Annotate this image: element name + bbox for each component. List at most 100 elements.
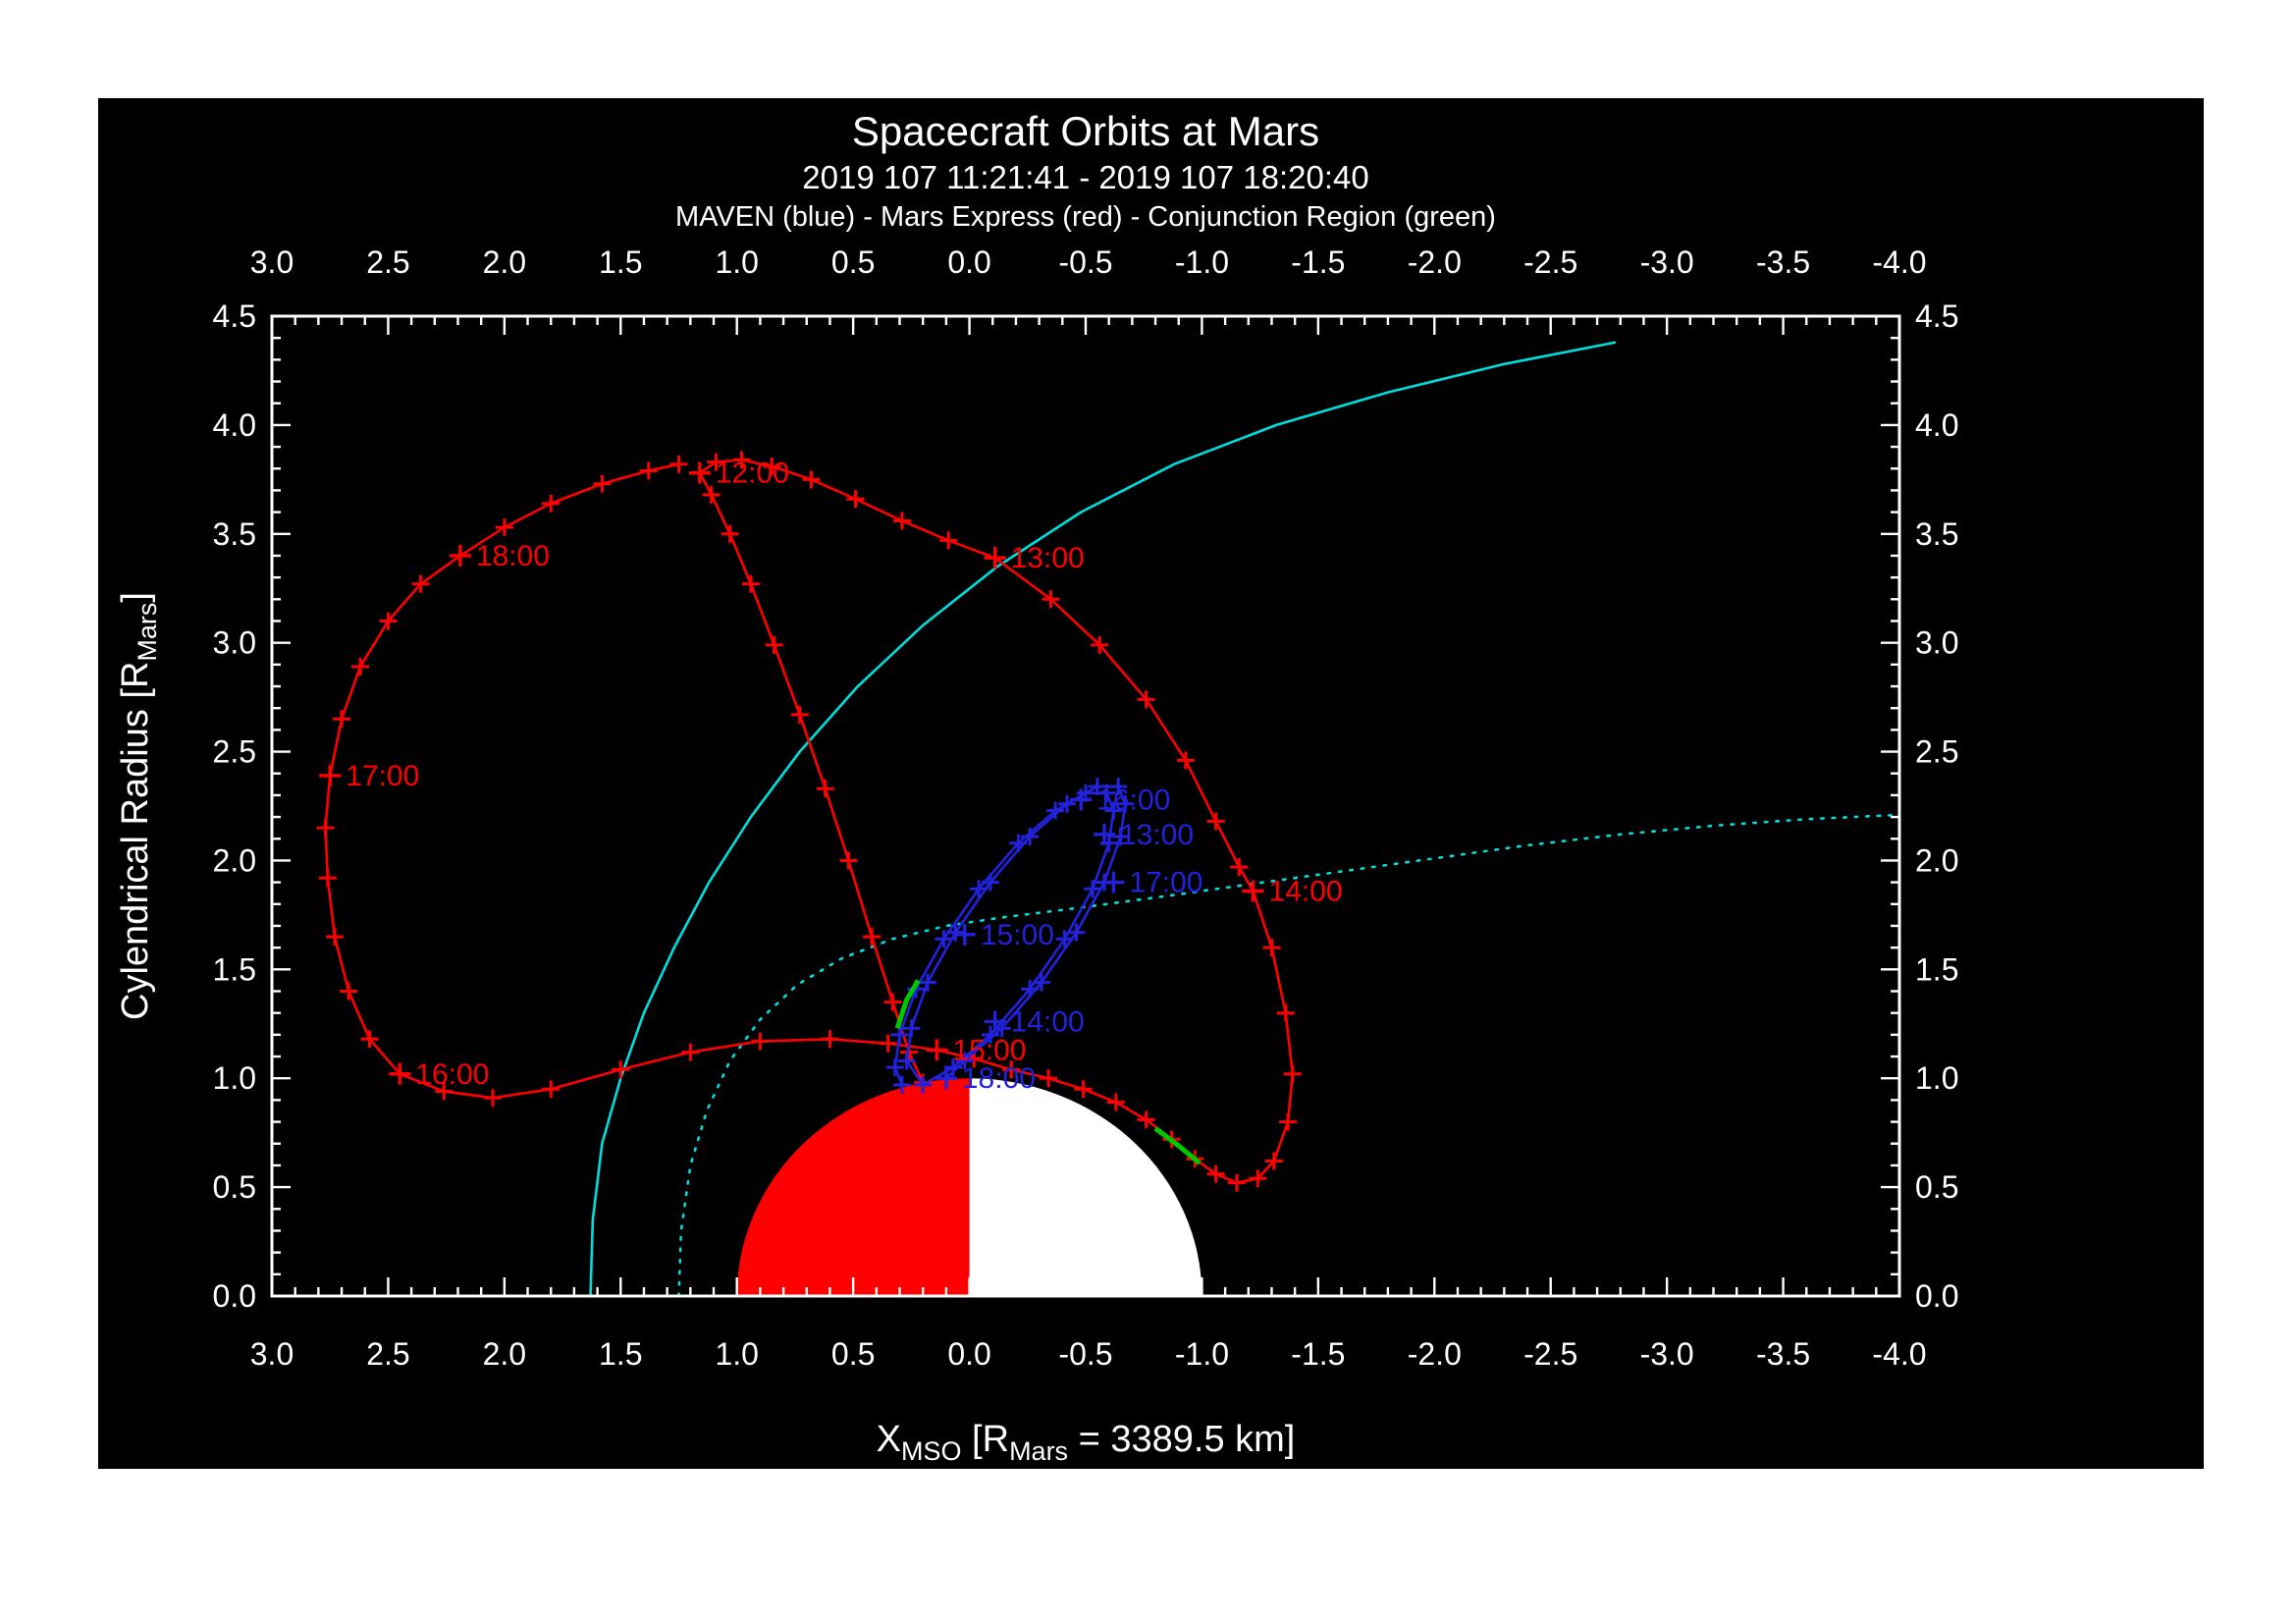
y-tick-label-right: 1.5: [1915, 951, 1958, 987]
mars-express-orbit-marker: [325, 928, 344, 947]
y-axis-label-post: ]: [115, 592, 156, 603]
maven-orbit-time-label: 14:00: [1011, 1006, 1085, 1039]
y-tick-label-left: 0.0: [213, 1278, 256, 1314]
mars-express-orbit-time-label: 13:00: [1011, 542, 1085, 574]
mars-express-orbit-time-label: 18:00: [476, 540, 550, 572]
y-tick-label-left: 3.0: [213, 625, 256, 661]
mars-express-orbit-time-label: 15:00: [952, 1034, 1026, 1066]
x-tick-label-bottom: 0.0: [947, 1336, 990, 1372]
y-tick-label-right: 4.5: [1915, 298, 1958, 334]
mars-express-orbit-marker: [379, 612, 398, 630]
mars-express-orbit-marker: [542, 494, 561, 513]
time-labels-layer: 12:0013:0014:0015:0016:0017:0018:0013:00…: [319, 458, 1343, 1095]
maven-orbit-time-label: 15:00: [981, 919, 1054, 951]
maven-orbit-marker: [1046, 801, 1065, 820]
maven-orbit-marker: [1116, 794, 1135, 813]
mars-express-orbit-marker: [681, 1043, 700, 1061]
x-tick-label-top: 2.0: [483, 244, 526, 280]
mars-express-orbit-marker: [702, 485, 721, 504]
mars-express-orbit-marker: [593, 474, 612, 493]
y-tick-label-left: 1.0: [213, 1060, 256, 1096]
mars-express-orbit-marker: [1091, 635, 1109, 654]
mars-express-orbit-marker: [318, 869, 337, 888]
x-tick-label-bottom: 2.5: [366, 1336, 409, 1372]
mars-express-orbit-marker: [411, 574, 430, 593]
x-tick-label-bottom: 0.5: [831, 1336, 875, 1372]
maven-orbit-marker: [1104, 801, 1123, 820]
y-tick-label-right: 3.5: [1915, 516, 1958, 552]
y-tick-label-left: 3.5: [213, 516, 256, 552]
x-tick-label-bottom: -3.0: [1640, 1336, 1694, 1372]
maven-orbit-time-label: 18:00: [962, 1062, 1036, 1095]
mars-express-orbit-marker: [839, 851, 858, 870]
mars-express-orbit-time-marker: [926, 1039, 948, 1061]
mars-express-orbit-marker: [333, 710, 351, 729]
maven-orbit-marker: [902, 1019, 921, 1038]
y-tick-label-right: 3.0: [1915, 625, 1958, 661]
mars-express-orbit-marker: [1206, 1164, 1225, 1183]
y-tick-label-left: 2.0: [213, 842, 256, 878]
mars-express-orbit-marker: [1040, 1069, 1058, 1088]
mars-express-orbit-marker: [939, 531, 958, 550]
mars-express-orbit-marker: [1283, 1064, 1302, 1083]
y-tick-label-left: 0.5: [213, 1169, 256, 1205]
mars-express-orbit-marker: [1276, 1003, 1295, 1022]
mars-express-orbit-marker: [883, 993, 902, 1011]
mars-express-orbit-marker: [1106, 1093, 1125, 1111]
chart-subtitle: 2019 107 11:21:41 - 2019 107 18:20:40: [802, 159, 1368, 195]
axes-layer: -4.0 -4.0 -3.5 -3.5 -3.0 -3.0 -2.5 -2.5 -2.0 -2.0…: [213, 244, 1959, 1372]
maven-orbit-time-label: 13:00: [1120, 819, 1194, 851]
mars-express-orbit-marker: [821, 1030, 839, 1049]
x-tick-label-top: 0.5: [831, 244, 875, 280]
mars-express-orbit-marker: [612, 1060, 630, 1079]
maven-orbit-marker: [934, 930, 953, 948]
mars-express-orbit-marker: [863, 928, 881, 947]
y-tick-label-left: 4.0: [213, 407, 256, 443]
maven-orbit-marker: [1058, 794, 1077, 813]
x-tick-label-bottom: -0.5: [1058, 1336, 1112, 1372]
x-axis-label-pre: X: [877, 1419, 901, 1460]
mars-express-orbit-marker: [765, 635, 783, 654]
mars-express-orbit-marker: [721, 524, 739, 543]
x-tick-label-bottom: -3.5: [1756, 1336, 1810, 1372]
chart-legend-line: MAVEN (blue) - Mars Express (red) - Conj…: [675, 201, 1496, 233]
x-tick-label-top: -3.5: [1756, 244, 1810, 280]
maven-orbit-marker: [1084, 880, 1102, 898]
mars-express-orbit-time-marker: [1242, 880, 1264, 902]
maven-orbit-marker: [1021, 828, 1040, 846]
mars-express-orbit-marker: [1074, 1080, 1093, 1099]
maven-orbit-time-marker: [984, 1010, 1006, 1033]
maven-orbit-marker: [981, 1025, 999, 1044]
mars-express-orbit-marker: [892, 512, 911, 530]
mars-express-orbit-marker: [816, 780, 834, 798]
maven-orbit-time-label: 16:00: [1096, 784, 1170, 816]
mars-express-orbit-time-marker: [319, 764, 342, 786]
maven-orbit-marker: [1111, 828, 1130, 846]
maven-orbit-marker: [1109, 778, 1128, 796]
mars-express-orbit-time-marker: [449, 544, 471, 567]
mars-express-orbit-marker: [484, 1089, 503, 1108]
mars-layer: [736, 1078, 1202, 1296]
maven-orbit-marker: [970, 880, 988, 898]
y-axis-label: Cylendrical Radius [RMars]: [115, 592, 162, 1020]
mars-express-orbit-time-marker: [984, 547, 1006, 569]
x-tick-label-top: -4.0: [1872, 244, 1926, 280]
x-tick-label-top: -3.0: [1640, 244, 1694, 280]
mars-nightside: [969, 1078, 1202, 1296]
y-tick-label-right: 2.5: [1915, 734, 1958, 770]
x-tick-label-top: 2.5: [366, 244, 409, 280]
mars-express-orbit-marker: [360, 1030, 379, 1049]
mars-express-orbit-marker: [1137, 1110, 1155, 1129]
x-tick-label-top: -2.5: [1523, 244, 1577, 280]
mars-express-orbit-marker: [1002, 1060, 1021, 1079]
mars-express-orbit-marker: [340, 982, 358, 1001]
y-tick-label-right: 0.5: [1915, 1169, 1958, 1205]
x-tick-label-bottom: 2.0: [483, 1336, 526, 1372]
x-tick-label-bottom: -1.0: [1175, 1336, 1229, 1372]
mars-express-orbit-time-label: 16:00: [415, 1058, 489, 1091]
x-tick-label-top: -0.5: [1058, 244, 1112, 280]
x-axis-label: XMSO [RMars = 3389.5 km]: [877, 1419, 1296, 1466]
mars-express-orbit-marker: [435, 1082, 454, 1101]
maven-orbit-marker: [897, 1052, 916, 1070]
mars-express-orbit-marker: [1230, 858, 1249, 877]
